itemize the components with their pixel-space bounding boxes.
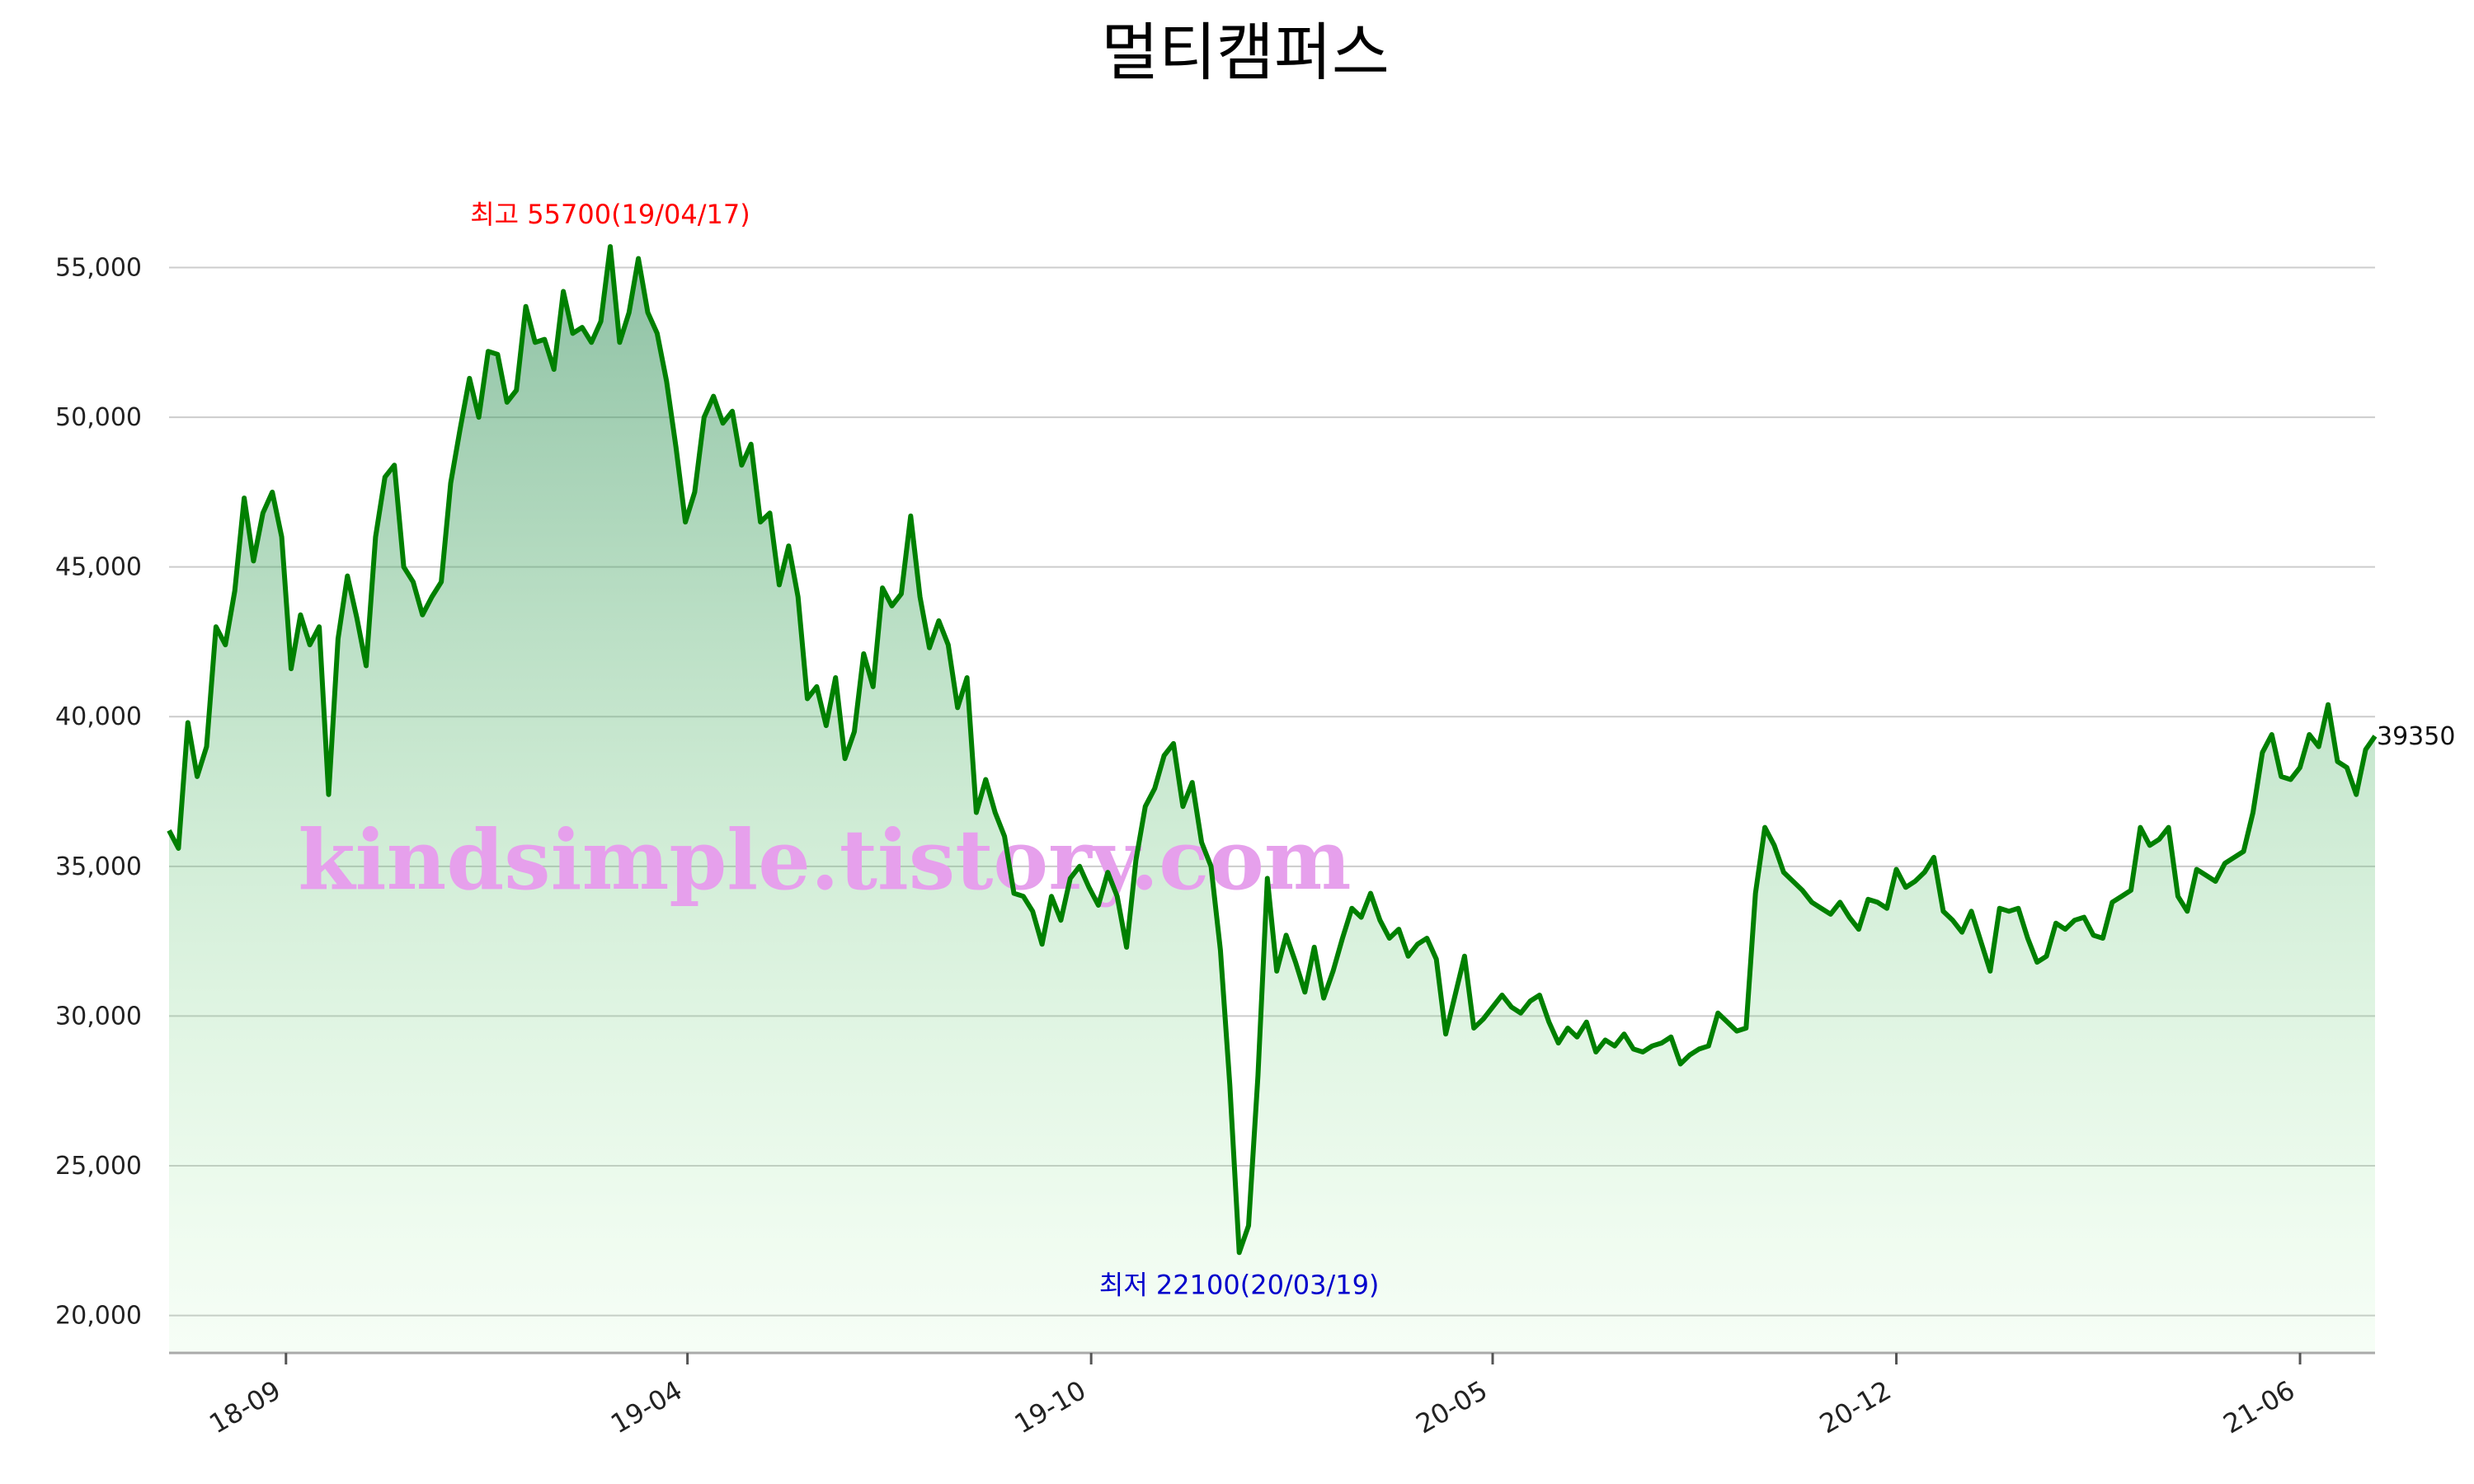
low-annotation: 최저 22100(20/03/19)	[1099, 1269, 1380, 1300]
x-tick-label: 20-05	[1410, 1374, 1493, 1439]
chart-title: 멀티캠퍼스	[1101, 16, 1390, 89]
y-axis: 20,000 25,000 30,000 35,000 40,000 45,000 50,0…	[55, 253, 142, 1330]
y-tick-label: 55,000	[55, 253, 142, 282]
last-price-label: 39350	[2377, 722, 2455, 751]
y-tick-label: 20,000	[55, 1302, 142, 1331]
y-tick-label: 45,000	[55, 553, 142, 582]
price-line	[167, 244, 2378, 1256]
y-tick-label: 40,000	[55, 702, 142, 731]
x-tick-label: 18-09	[204, 1374, 286, 1439]
x-tick-label: 19-04	[605, 1374, 688, 1439]
y-tick-label: 25,000	[55, 1152, 142, 1181]
y-tick-label: 30,000	[55, 1002, 142, 1031]
y-tick-label: 35,000	[55, 852, 142, 881]
price-area-fill	[169, 247, 2375, 1354]
x-tick-label: 19-10	[1009, 1374, 1092, 1439]
y-tick-label: 50,000	[55, 403, 142, 432]
high-annotation: 최고 55700(19/04/17)	[470, 199, 750, 230]
x-tick-label: 21-06	[2218, 1374, 2301, 1439]
x-axis: 18-09 19-04 19-10 20-05 20-12 21-06	[204, 1353, 2302, 1439]
watermark: kindsimple.tistory.com	[298, 811, 1351, 909]
x-tick-label: 20-12	[1814, 1374, 1897, 1439]
